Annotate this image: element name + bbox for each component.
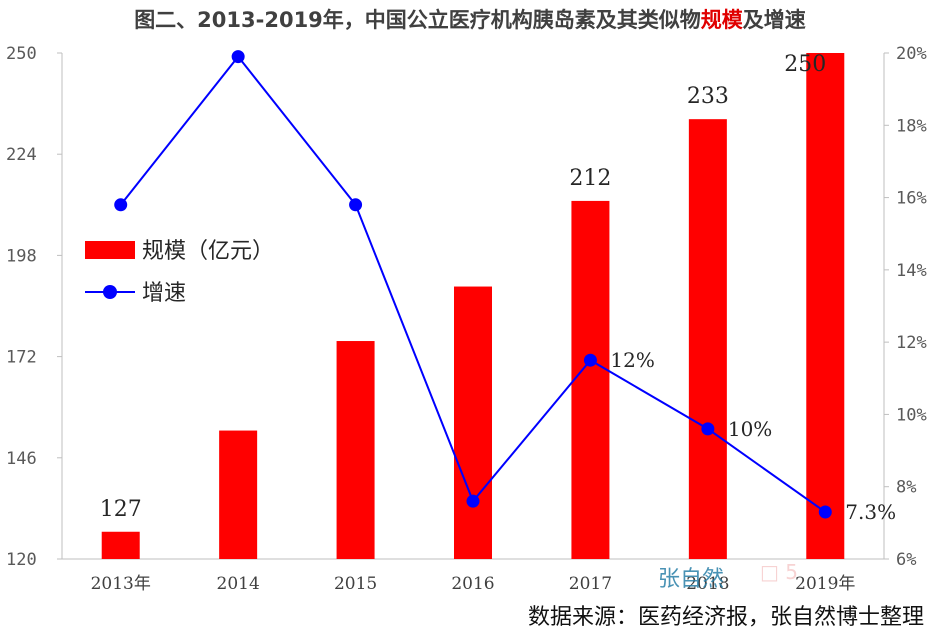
- watermark-faint: □ 5: [760, 560, 798, 584]
- bar: [571, 200, 610, 559]
- left-tick-label: 146: [6, 449, 37, 469]
- bar: [336, 341, 375, 559]
- right-tick-label: 18%: [896, 116, 927, 136]
- title-prefix: 图二、2013-2019年，中国公立医疗机构胰岛素及其类似物: [134, 8, 701, 32]
- right-tick-label: 6%: [896, 550, 916, 570]
- x-tick-label: 2019年: [795, 574, 855, 594]
- growth-data-label: 7.3%: [845, 500, 896, 524]
- bar-data-label: 250: [784, 52, 826, 77]
- left-tick-label: 172: [6, 348, 37, 368]
- growth-point: [349, 198, 363, 212]
- left-tick-label: 198: [6, 246, 37, 266]
- bar: [454, 286, 492, 559]
- right-tick-label: 14%: [896, 261, 927, 281]
- growth-point: [466, 494, 480, 508]
- growth-point: [583, 353, 597, 367]
- title-suffix: 及增速: [742, 8, 806, 32]
- right-tick-label: 10%: [896, 405, 927, 425]
- legend-bar-swatch: [85, 241, 135, 259]
- growth-point: [818, 505, 832, 519]
- legend-line-marker: [103, 285, 117, 299]
- legend-bar-label: 规模（亿元）: [142, 239, 274, 264]
- legend-line-label: 增速: [142, 281, 186, 306]
- growth-point: [231, 50, 245, 64]
- bar-data-label: 212: [569, 166, 611, 191]
- left-tick-label: 120: [6, 550, 37, 570]
- growth-data-label: 12%: [610, 348, 654, 372]
- chart-title: 图二、2013-2019年，中国公立医疗机构胰岛素及其类似物规模及增速: [0, 4, 940, 34]
- right-tick-label: 12%: [896, 333, 927, 353]
- growth-point: [701, 422, 715, 436]
- data-source-note: 数据来源：医药经济报，张自然博士整理: [527, 605, 924, 630]
- right-tick-label: 16%: [896, 189, 927, 209]
- bar-data-label: 127: [100, 497, 142, 522]
- x-tick-label: 2013年: [91, 574, 151, 594]
- x-tick-label: 2014: [217, 574, 260, 594]
- bar-data-label: 233: [687, 84, 729, 109]
- right-tick-label: 20%: [896, 44, 927, 64]
- growth-point: [114, 198, 128, 212]
- left-tick-label: 250: [6, 44, 37, 64]
- bar: [806, 53, 845, 559]
- x-tick-label: 2015: [334, 574, 377, 594]
- right-tick-label: 8%: [896, 478, 916, 498]
- x-tick-label: 2018: [686, 574, 729, 594]
- left-tick-label: 224: [6, 145, 37, 165]
- title-highlight: 规模: [700, 8, 743, 32]
- bar: [219, 430, 258, 559]
- bar: [101, 531, 140, 559]
- x-tick-label: 2017: [569, 574, 612, 594]
- growth-data-label: 10%: [728, 417, 772, 441]
- watermark-text: 张自然: [658, 567, 725, 592]
- x-tick-label: 2016: [451, 574, 494, 594]
- bar: [688, 119, 727, 560]
